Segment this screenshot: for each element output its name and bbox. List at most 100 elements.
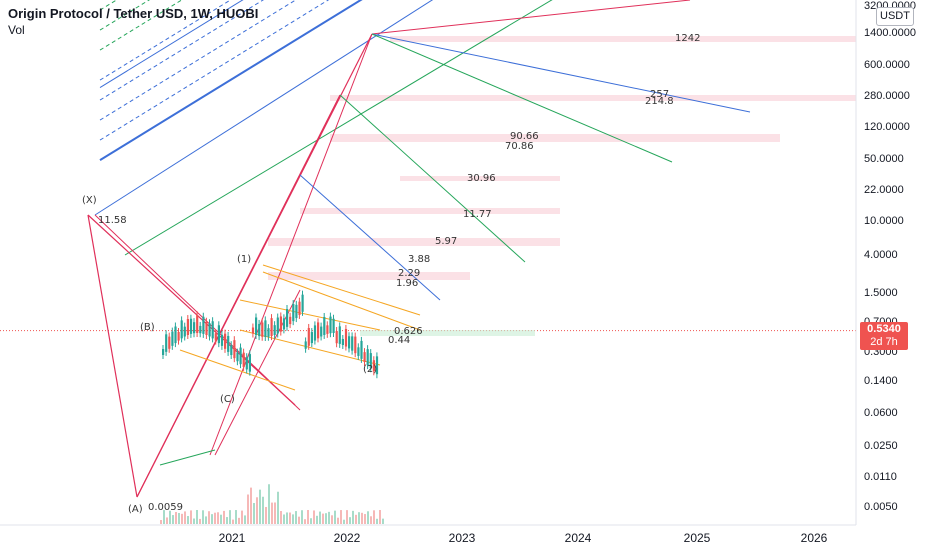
candle-body [245, 357, 248, 370]
volume-bar [205, 516, 207, 524]
price-tick-label: 0.0110 [864, 471, 897, 483]
volume-bar [265, 506, 267, 524]
volume-bar [235, 510, 237, 524]
volume-bar [223, 510, 225, 524]
volume-bar [304, 519, 306, 524]
green-perp-line [339, 94, 526, 263]
volume-bar [184, 511, 186, 524]
supply-zone [390, 36, 856, 42]
volume-bar [283, 514, 285, 524]
price-tick-label: 0.0600 [864, 407, 898, 419]
mid-blue-line [299, 174, 441, 301]
volume-bar [190, 510, 192, 524]
volume-bar [352, 510, 354, 524]
pivot-value-label: 11.58 [98, 215, 127, 226]
volume-bar [292, 514, 294, 524]
base-green-line [159, 449, 216, 466]
candle-body [301, 294, 304, 312]
top-blue-line [371, 33, 751, 113]
volume-bar [280, 511, 282, 524]
volume-bar [241, 510, 243, 524]
currency-button[interactable]: USDT [876, 7, 914, 26]
pitchfork-level-label: 0.44 [388, 335, 410, 346]
candle-body [227, 335, 230, 352]
candle-body [230, 345, 233, 356]
price-tick-label: 22.0000 [864, 184, 904, 196]
volume-bars [160, 484, 384, 524]
candle-body [357, 347, 360, 356]
volume-bar [187, 516, 189, 524]
candle-body [208, 323, 211, 337]
pitchfork-level-label: 5.97 [435, 236, 457, 247]
candle-body [282, 318, 286, 330]
volume-bar [376, 518, 378, 524]
volume-bar [361, 512, 363, 524]
volume-legend: Vol [8, 23, 25, 37]
candle-body [217, 325, 220, 344]
wave-pivot-label: (X) [82, 195, 97, 206]
candle-body [323, 316, 326, 335]
wave-pivot-label: (C) [220, 394, 235, 405]
volume-bar [343, 519, 345, 524]
volume-bar [193, 518, 195, 524]
volume-bar [301, 510, 303, 524]
supply-zone [400, 176, 560, 181]
candle-body [375, 356, 379, 375]
candle-body [220, 334, 224, 346]
candle-body [162, 349, 165, 355]
volume-bar [307, 510, 309, 524]
volume-bar [277, 491, 279, 524]
candle-body [351, 336, 354, 351]
candle-body [233, 340, 236, 359]
candle-body [239, 347, 242, 365]
volume-bar [355, 514, 357, 524]
volume-bar [382, 518, 384, 524]
volume-bar [274, 502, 276, 524]
candle-body [335, 331, 338, 344]
supply-zone [330, 95, 856, 101]
price-tick-label: 120.0000 [864, 121, 910, 133]
candle-body [211, 321, 214, 339]
volume-bar [295, 511, 297, 524]
volume-bar [211, 514, 213, 524]
candle-body [348, 336, 351, 349]
pitchfork-level-label: 11.77 [463, 209, 492, 220]
median-lower-line [99, 0, 363, 161]
volume-bar [364, 514, 366, 524]
pitchfork-level-label: 214.8 [645, 96, 674, 107]
lower-dashed-line [99, 0, 232, 81]
volume-bar [379, 510, 381, 524]
pitchfork-level-label: 1.96 [396, 278, 418, 289]
volume-bar [358, 512, 360, 524]
x-fan-leg [87, 214, 296, 406]
candle-body [205, 321, 208, 335]
bar-countdown: 2d 7h [870, 336, 898, 348]
volume-bar [349, 517, 351, 524]
candle-body [189, 318, 193, 334]
price-tick-label: 600.0000 [864, 59, 910, 71]
lower-dashed-line [99, 0, 330, 141]
candle-body [329, 316, 332, 334]
time-tick-label: 2026 [801, 531, 828, 545]
candle-body [332, 318, 335, 334]
volume-bar [289, 512, 291, 524]
candle-body [289, 316, 292, 325]
candle-body [267, 328, 270, 337]
candle-body [341, 338, 344, 346]
candle-body [344, 328, 348, 347]
price-tick-label: 0.0050 [864, 501, 898, 513]
volume-bar [319, 511, 321, 524]
pitchfork-level-label: 90.66 [510, 131, 539, 142]
candle-body [276, 317, 279, 334]
candle-body [258, 323, 261, 337]
orange-trend-line [262, 271, 421, 331]
volume-bar [247, 494, 249, 524]
inner-fan-leg [209, 33, 373, 456]
volume-bar [178, 513, 180, 524]
candle-body [224, 333, 227, 349]
candle-body [326, 325, 329, 334]
wave-pivot-label: (B) [140, 322, 155, 333]
